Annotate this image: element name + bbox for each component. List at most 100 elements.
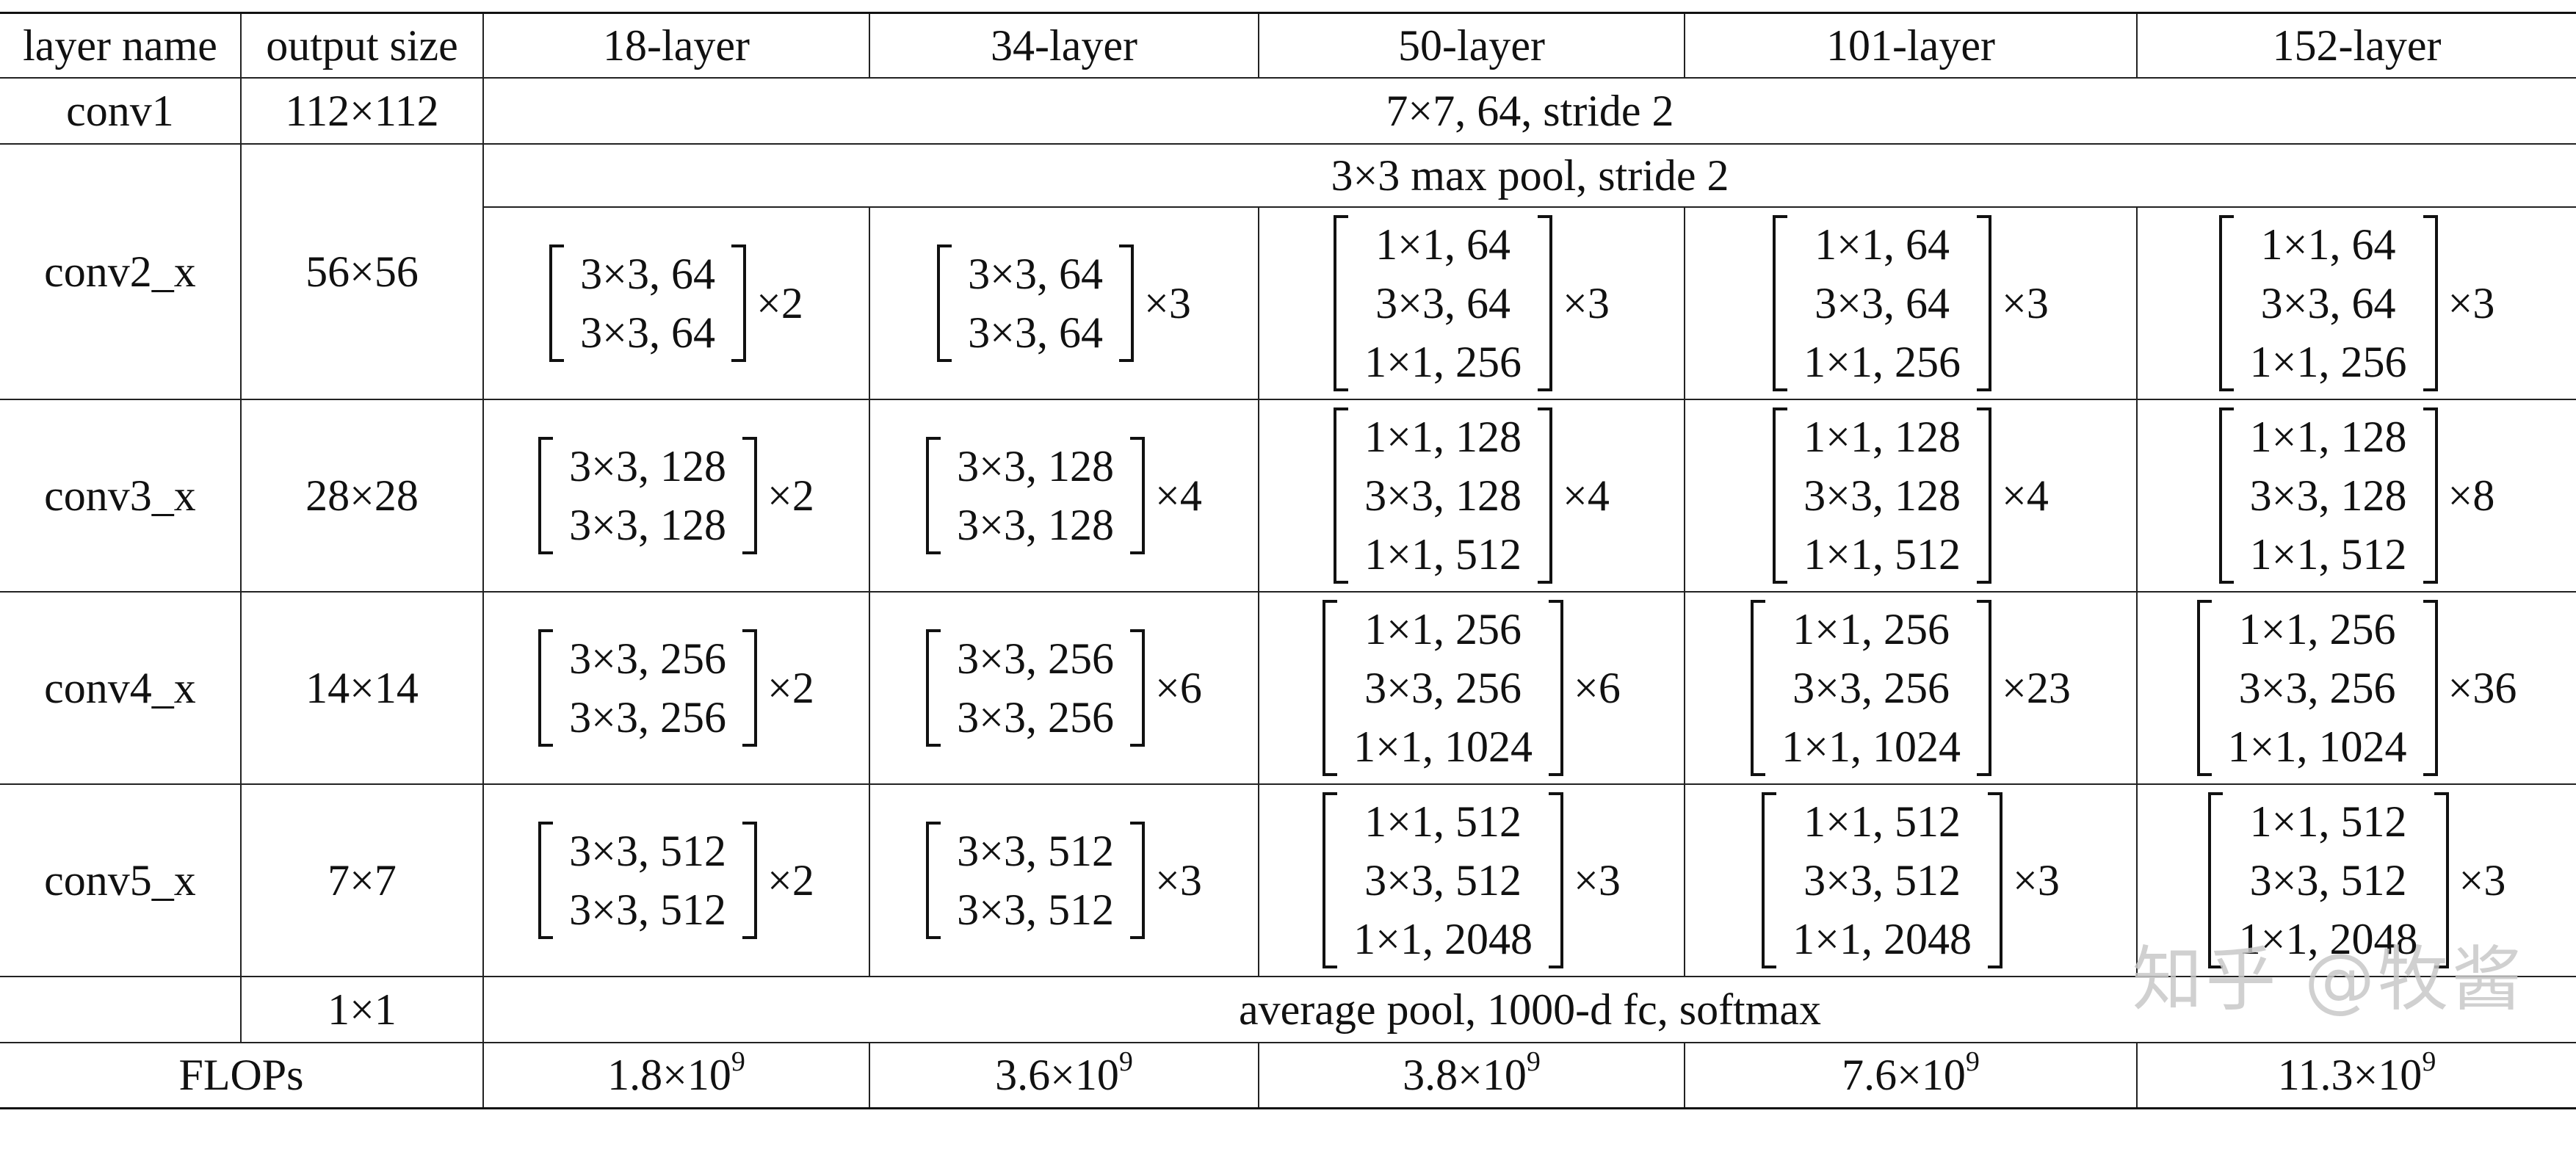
header-model-101: 101-layer	[1684, 12, 2138, 79]
block-layer-spec: 1×1, 1024	[1781, 722, 1961, 771]
header-model-34: 34-layer	[869, 12, 1259, 79]
stage-name: conv2_x	[0, 142, 242, 400]
block-layer-spec: 3×3, 256	[957, 634, 1114, 683]
building-block: 3×3, 256 3×3, 256 ×2	[538, 628, 814, 747]
final-spec: average pool, 1000-d fc, softmax	[482, 975, 2576, 1043]
block-layer-spec: 3×3, 256	[1792, 663, 1950, 712]
building-block: 1×1, 256 3×3, 256 1×1, 1024 ×6	[1323, 599, 1621, 776]
stage-row-conv5: conv5_x 7×7 3×3, 512 3×3, 512 ×2 3×3, 512 3×…	[0, 783, 2576, 977]
block-cell: 1×1, 128 3×3, 128 1×1, 512 ×8	[2136, 398, 2576, 593]
building-block: 1×1, 128 3×3, 128 1×1, 512 ×8	[2218, 407, 2495, 584]
final-output: 1×1	[240, 975, 484, 1043]
block-layer-spec: 1×1, 64	[1375, 220, 1510, 269]
stage-name: conv5_x	[0, 783, 242, 977]
block-bracket: 1×1, 64 3×3, 64 1×1, 256	[1334, 214, 1552, 391]
header-layer-name: layer name	[0, 12, 242, 79]
flops-mantissa: 11.3×10	[2277, 1051, 2423, 1100]
block-bracket: 1×1, 256 3×3, 256 1×1, 1024	[2196, 599, 2438, 776]
stage-output: 28×28	[240, 398, 484, 593]
stage-name: conv4_x	[0, 590, 242, 785]
block-layer-spec: 1×1, 128	[1803, 412, 1961, 461]
block-layer-spec: 1×1, 1024	[2227, 722, 2407, 771]
flops-value: 7.6×109	[1684, 1041, 2138, 1109]
block-cell: 1×1, 512 3×3, 512 1×1, 2048 ×3	[1684, 783, 2138, 977]
block-layer-spec: 3×3, 64	[968, 249, 1103, 298]
final-empty-cell	[0, 975, 242, 1043]
block-repeat-count: ×6	[1574, 663, 1621, 712]
conv1-spec: 7×7, 64, stride 2	[482, 76, 2576, 145]
conv1-output: 112×112	[240, 76, 484, 145]
block-layer-spec: 1×1, 512	[1364, 529, 1522, 579]
block-layer-spec: 1×1, 2048	[1792, 914, 1972, 963]
block-repeat-count: ×8	[2447, 471, 2495, 520]
stage-output: 7×7	[240, 783, 484, 977]
flops-label: FLOPs	[0, 1041, 484, 1109]
block-repeat-count: ×3	[1144, 278, 1191, 327]
building-block: 3×3, 512 3×3, 512 ×2	[538, 821, 814, 939]
block-bracket: 1×1, 128 3×3, 128 1×1, 512	[1773, 407, 1991, 584]
flops-exponent: 9	[1965, 1046, 1980, 1078]
block-layer-spec: 1×1, 256	[1364, 337, 1522, 386]
building-block: 3×3, 256 3×3, 256 ×6	[926, 628, 1202, 747]
flops-mantissa: 1.8×10	[607, 1051, 731, 1100]
block-repeat-count: ×4	[2002, 471, 2049, 520]
stage-row-conv2: 3×3, 64 3×3, 64 ×2 3×3, 64 3×3, 64 ×3 1×1, 64 3…	[0, 206, 2576, 400]
building-block: 3×3, 64 3×3, 64 ×3	[937, 244, 1191, 362]
final-row: 1×1 average pool, 1000-d fc, softmax	[0, 975, 2576, 1043]
building-block: 3×3, 512 3×3, 512 ×3	[926, 821, 1202, 939]
block-layer-spec: 1×1, 64	[1815, 220, 1950, 269]
block-layer-spec: 1×1, 256	[2249, 337, 2407, 386]
block-layer-spec: 1×1, 128	[1364, 412, 1522, 461]
block-cell: 1×1, 128 3×3, 128 1×1, 512 ×4	[1684, 398, 2138, 593]
block-bracket: 3×3, 128 3×3, 128	[538, 436, 757, 554]
block-layer-spec: 3×3, 512	[1364, 855, 1522, 905]
flops-row: FLOPs 1.8×109 3.6×109 3.8×109 7.6×109 11.3×1…	[0, 1041, 2576, 1109]
block-bracket: 3×3, 256 3×3, 256	[538, 628, 757, 747]
block-layer-spec: 3×3, 64	[968, 308, 1103, 357]
block-layer-spec: 1×1, 512	[2249, 529, 2407, 579]
block-layer-spec: 3×3, 512	[569, 826, 726, 875]
block-layer-spec: 1×1, 2048	[1353, 914, 1533, 963]
block-repeat-count: ×6	[1155, 663, 1202, 712]
block-layer-spec: 3×3, 128	[957, 500, 1114, 549]
block-bracket: 3×3, 64 3×3, 64	[549, 244, 746, 362]
resnet-architecture-table: layer name output size 18-layer 34-layer…	[0, 12, 2576, 1109]
block-layer-spec: 3×3, 64	[1375, 278, 1510, 327]
flops-mantissa: 3.8×10	[1403, 1051, 1527, 1100]
header-model-152: 152-layer	[2136, 12, 2576, 79]
block-cell: 1×1, 512 3×3, 512 1×1, 2048 ×3	[1258, 783, 1685, 977]
block-layer-spec: 3×3, 256	[569, 634, 726, 683]
block-layer-spec: 1×1, 512	[1364, 797, 1522, 846]
building-block: 1×1, 512 3×3, 512 1×1, 2048 ×3	[2207, 791, 2506, 968]
block-layer-spec: 1×1, 256	[1803, 337, 1961, 386]
header-model-18: 18-layer	[482, 12, 870, 79]
building-block: 3×3, 64 3×3, 64 ×2	[549, 244, 803, 362]
header-model-50: 50-layer	[1258, 12, 1685, 79]
block-layer-spec: 1×1, 128	[2249, 412, 2407, 461]
block-layer-spec: 3×3, 512	[957, 885, 1114, 934]
block-cell: 3×3, 256 3×3, 256 ×2	[482, 590, 870, 785]
block-bracket: 1×1, 64 3×3, 64 1×1, 256	[2218, 214, 2438, 391]
flops-value: 11.3×109	[2136, 1041, 2576, 1109]
block-layer-spec: 1×1, 256	[1364, 604, 1522, 653]
block-bracket: 1×1, 512 3×3, 512 1×1, 2048	[1323, 791, 1563, 968]
flops-exponent: 9	[2422, 1046, 2436, 1078]
block-layer-spec: 3×3, 64	[580, 308, 715, 357]
block-layer-spec: 3×3, 512	[1803, 855, 1961, 905]
block-repeat-count: ×3	[1574, 855, 1621, 905]
flops-value: 3.6×109	[869, 1041, 1259, 1109]
block-cell: 1×1, 64 3×3, 64 1×1, 256 ×3	[1258, 206, 1685, 400]
block-cell: 3×3, 128 3×3, 128 ×4	[869, 398, 1259, 593]
block-bracket: 3×3, 256 3×3, 256	[926, 628, 1145, 747]
block-cell: 3×3, 512 3×3, 512 ×2	[482, 783, 870, 977]
block-layer-spec: 3×3, 128	[569, 500, 726, 549]
flops-exponent: 9	[1118, 1046, 1133, 1078]
block-cell: 3×3, 512 3×3, 512 ×3	[869, 783, 1259, 977]
block-bracket: 3×3, 512 3×3, 512	[926, 821, 1145, 939]
block-bracket: 3×3, 128 3×3, 128	[926, 436, 1145, 554]
maxpool-spec: 3×3 max pool, stride 2	[482, 142, 2576, 208]
block-repeat-count: ×2	[767, 663, 814, 712]
block-repeat-count: ×3	[1563, 278, 1610, 327]
building-block: 1×1, 64 3×3, 64 1×1, 256 ×3	[2218, 214, 2494, 391]
building-block: 1×1, 256 3×3, 256 1×1, 1024 ×23	[1751, 599, 2071, 776]
